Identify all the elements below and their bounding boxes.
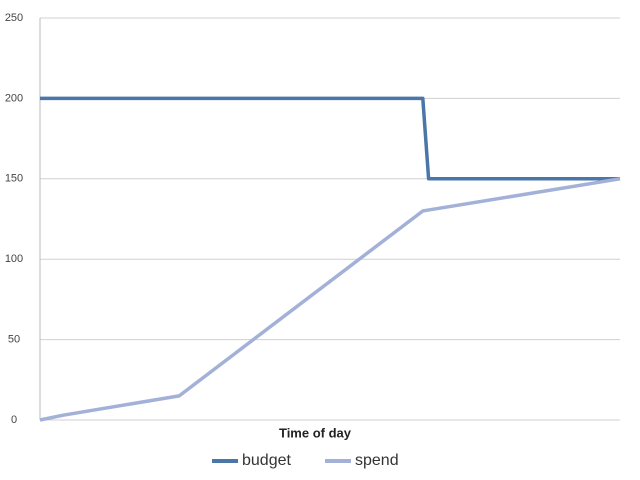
y-tick-label: 100 <box>5 253 23 265</box>
series-line <box>39 177 621 422</box>
y-tick-label: 50 <box>8 334 20 346</box>
x-axis-label: Time of day <box>279 425 352 440</box>
series-line <box>40 96 620 181</box>
legend-label: spend <box>355 452 399 469</box>
y-tick-label: 0 <box>11 414 17 426</box>
legend-label: budget <box>242 452 291 469</box>
y-tick-label: 250 <box>5 12 23 24</box>
y-tick-label: 200 <box>5 92 23 104</box>
y-tick-label: 150 <box>5 173 23 185</box>
